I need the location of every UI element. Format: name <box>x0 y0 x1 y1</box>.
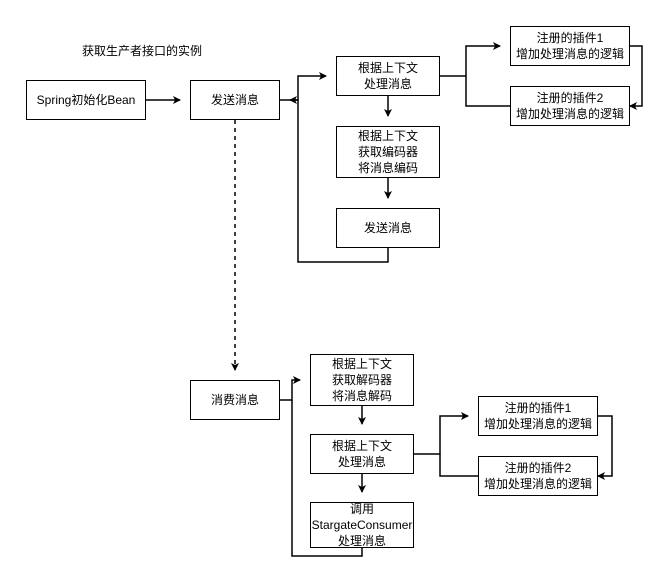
edge <box>440 454 478 476</box>
node-plugin-1a: 注册的插件1增加处理消息的逻辑 <box>510 26 630 66</box>
label-text: 获取生产者接口的实例 <box>82 44 202 58</box>
node-plugin-1b: 注册的插件1增加处理消息的逻辑 <box>478 396 598 436</box>
label-get-producer: 获取生产者接口的实例 <box>82 42 202 59</box>
node-handle-ctx-1: 根据上下文处理消息 <box>336 56 440 96</box>
node-text: 注册的插件2增加处理消息的逻辑 <box>484 460 592 492</box>
edge <box>630 46 642 106</box>
node-text: 注册的插件1增加处理消息的逻辑 <box>484 400 592 432</box>
node-text: 注册的插件1增加处理消息的逻辑 <box>516 30 624 62</box>
node-get-encoder: 根据上下文获取编码器将消息编码 <box>336 126 440 178</box>
node-text: 注册的插件2增加处理消息的逻辑 <box>516 90 624 122</box>
node-text: 消费消息 <box>211 392 259 408</box>
edge <box>280 380 300 400</box>
node-handle-ctx-2: 根据上下文处理消息 <box>310 434 414 474</box>
node-plugin-2a: 注册的插件2增加处理消息的逻辑 <box>510 86 630 126</box>
node-text: 发送消息 <box>211 92 259 108</box>
node-text: Spring初始化Bean <box>37 92 136 108</box>
node-plugin-2b: 注册的插件2增加处理消息的逻辑 <box>478 456 598 496</box>
node-text: 根据上下文获取编码器将消息编码 <box>358 128 418 177</box>
edge <box>466 76 510 106</box>
node-consume-msg: 消费消息 <box>190 380 280 420</box>
node-spring-init: Spring初始化Bean <box>26 80 146 120</box>
node-text: 根据上下文获取解码器将消息解码 <box>332 356 392 405</box>
edge <box>280 76 326 100</box>
node-text: 调用StargateConsumer处理消息 <box>312 501 413 550</box>
node-call-consumer: 调用StargateConsumer处理消息 <box>310 502 414 548</box>
node-send-msg-2: 发送消息 <box>336 208 440 248</box>
node-get-decoder: 根据上下文获取解码器将消息解码 <box>310 354 414 406</box>
edge <box>414 416 468 454</box>
node-send-msg: 发送消息 <box>190 80 280 120</box>
node-text: 发送消息 <box>364 220 412 236</box>
node-text: 根据上下文处理消息 <box>358 60 418 92</box>
edge <box>440 46 500 76</box>
edge <box>598 416 612 476</box>
node-text: 根据上下文处理消息 <box>332 438 392 470</box>
